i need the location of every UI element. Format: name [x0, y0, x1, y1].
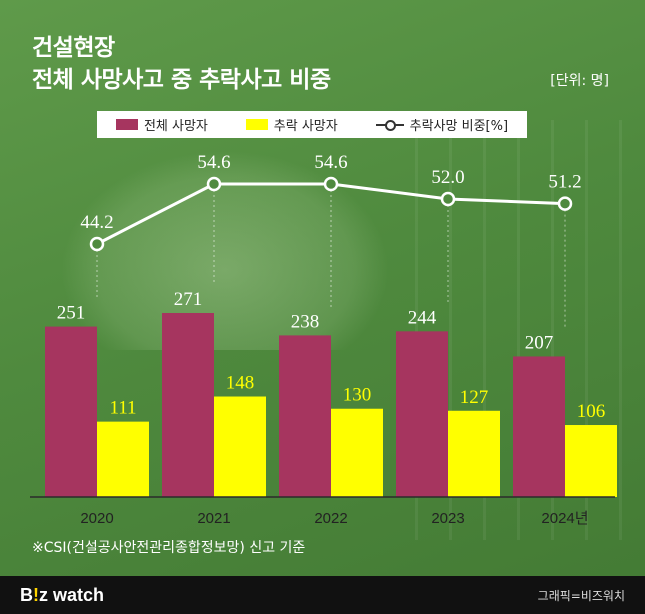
x-tick-label-2023: 2023 — [431, 510, 464, 527]
bar-fall-2021 — [214, 396, 266, 497]
footer-bar: B!z watch 그래픽=비즈워치 — [0, 576, 645, 614]
legend-swatch-fall — [245, 119, 268, 130]
bar-total-label-2021: 271 — [174, 289, 203, 310]
bar-fall-label-2023: 127 — [460, 387, 489, 408]
bar-fall-label-2022: 130 — [343, 385, 372, 406]
ratio-point-2021 — [206, 176, 222, 192]
ratio-label-2020: 44.2 — [80, 212, 113, 233]
x-tick-label-2020: 2020 — [80, 510, 113, 527]
legend: 전체 사망자 추락 사망자 추락사망 비중[%] — [97, 111, 527, 138]
bar-total-2020 — [45, 326, 97, 497]
legend-label-total: 전체 사망자 — [143, 119, 208, 134]
ratio-point-2023 — [440, 191, 456, 207]
legend-item-total: 전체 사망자 — [115, 115, 208, 134]
bar-fall-2024년 — [565, 425, 617, 497]
legend-item-ratio: 추락사망 비중[%] — [375, 115, 509, 134]
bar-total-label-2023: 244 — [408, 307, 437, 328]
bar-total-label-2022: 238 — [291, 311, 320, 332]
title-line-1: 건설현장 — [32, 35, 115, 61]
x-tick-label-2024년: 2024년 — [541, 510, 588, 527]
bar-fall-label-2021: 148 — [226, 373, 255, 394]
bar-fall-label-2020: 111 — [109, 398, 136, 419]
x-tick-label-2022: 2022 — [314, 510, 347, 527]
bar-fall-2023 — [448, 410, 500, 497]
legend-swatch-total — [115, 119, 138, 130]
footnote: ※CSI(건설공사안전관리종합정보망) 신고 기준 — [32, 540, 306, 556]
bar-total-2021 — [162, 313, 214, 497]
graphic-credit: 그래픽=비즈워치 — [537, 589, 625, 603]
bar-total-label-2024년: 207 — [525, 332, 554, 353]
ratio-label-2023: 52.0 — [431, 167, 464, 188]
unit-label: [단위: 명] — [550, 73, 609, 89]
bar-total-2023 — [396, 331, 448, 497]
brand-logo: B!z watch — [20, 585, 105, 605]
ratio-point-2024년 — [557, 196, 573, 211]
ratio-label-2021: 54.6 — [197, 152, 230, 173]
ratio-label-2024년: 51.2 — [548, 172, 581, 193]
bar-fall-2020 — [97, 421, 149, 497]
bar-fall-2022 — [331, 408, 383, 497]
x-tick-label-2021: 2021 — [197, 510, 230, 527]
bar-fall-label-2024년: 106 — [577, 401, 606, 422]
legend-item-fall: 추락 사망자 — [245, 115, 338, 134]
legend-line-marker-icon — [375, 119, 404, 131]
title-line-2: 전체 사망사고 중 추락사고 비중 — [32, 67, 331, 93]
legend-label-ratio: 추락사망 비중[%] — [409, 119, 509, 134]
ratio-point-2020 — [89, 236, 105, 252]
ratio-label-2022: 54.6 — [314, 152, 347, 173]
bar-total-2022 — [279, 335, 331, 497]
bar-total-2024년 — [513, 356, 565, 497]
ratio-point-2022 — [323, 176, 339, 192]
bar-total-label-2020: 251 — [57, 303, 86, 324]
legend-label-fall: 추락 사망자 — [273, 119, 338, 134]
